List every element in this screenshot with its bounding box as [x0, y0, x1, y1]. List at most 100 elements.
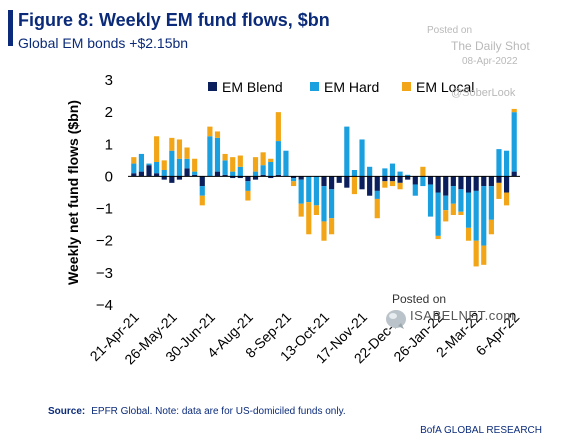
bar-em-hard [245, 181, 251, 191]
bar-em-blend [389, 176, 396, 182]
bar-em-local [298, 203, 304, 217]
bar-em-local [443, 210, 449, 222]
bar-em-hard [214, 137, 221, 172]
bar-em-hard [146, 163, 152, 166]
y-tick-label: −4 [96, 297, 113, 314]
bar-em-local [199, 195, 205, 206]
y-tick-label: 1 [105, 136, 113, 153]
legend-swatch-em-local [402, 82, 411, 91]
bar-em-blend [405, 176, 411, 180]
bar-em-blend [230, 176, 236, 179]
bar-em-hard [290, 178, 297, 182]
bar-em-blend [435, 176, 441, 193]
bar-em-local [420, 166, 426, 177]
bar-em-local [192, 158, 198, 172]
bar-em-hard [389, 163, 396, 177]
bar-em-local [511, 108, 517, 113]
watermark-posted-on: Posted on [427, 25, 473, 36]
bar-em-blend [427, 176, 434, 185]
bar-em-hard [488, 186, 494, 220]
bar-em-hard [351, 170, 358, 177]
bar-em-local [397, 182, 403, 190]
bar-em-local [458, 211, 464, 215]
bar-em-hard [260, 165, 266, 175]
bar-em-hard [199, 186, 205, 196]
bar-em-blend [450, 176, 456, 187]
legend-label-em-hard: EM Hard [324, 79, 379, 95]
bar-em-hard [397, 171, 403, 177]
bar-em-hard [169, 150, 175, 177]
bar-em-local [207, 126, 213, 137]
bar-em-hard [427, 184, 434, 217]
bar-em-local [504, 192, 510, 206]
y-tick-label: 2 [105, 104, 113, 121]
bar-em-blend [222, 174, 228, 177]
isabelnet-posted-on: Posted on [392, 292, 447, 306]
bar-em-blend [184, 168, 190, 177]
bar-em-hard [321, 186, 327, 222]
bar-em-hard [344, 126, 350, 177]
bar-em-blend [321, 176, 327, 187]
bar-em-hard [237, 166, 243, 177]
bar-em-blend [465, 176, 472, 193]
bar-em-local [496, 182, 502, 199]
legend-label-em-local: EM Local [416, 79, 474, 95]
bar-em-blend [290, 176, 297, 179]
bar-em-blend [161, 176, 167, 180]
bar-em-hard [313, 176, 319, 206]
bar-em-hard [443, 195, 449, 211]
bar-em-hard [192, 171, 198, 175]
y-tick-label: 0 [105, 168, 113, 185]
bar-em-local [245, 190, 251, 201]
bar-em-blend [298, 176, 304, 180]
bar-em-local [169, 137, 175, 151]
bar-em-blend [473, 176, 479, 191]
bar-em-blend [481, 176, 487, 187]
bar-em-hard [473, 190, 479, 241]
bar-em-hard [374, 190, 380, 199]
bar-em-blend [199, 176, 205, 187]
title-accent-bar [8, 10, 13, 46]
bar-em-local [184, 147, 190, 159]
legend-swatch-em-blend [208, 82, 217, 91]
bar-em-blend [245, 176, 251, 182]
bar-em-blend [496, 176, 502, 183]
bar-em-blend [237, 176, 243, 179]
bar-em-blend [412, 176, 418, 185]
bar-em-blend [443, 176, 449, 196]
bar-em-blend [359, 176, 365, 190]
bar-em-hard [154, 161, 160, 174]
bar-em-local [237, 155, 243, 167]
source-note: Source: EPFR Global. Note: data are for U… [48, 406, 346, 417]
bar-em-blend [488, 176, 494, 187]
bar-em-local [435, 235, 441, 240]
bar-em-hard [161, 170, 167, 177]
bar-em-blend [146, 165, 152, 177]
bar-em-local [450, 203, 456, 215]
bar-em-blend [382, 176, 388, 182]
chart-title: Figure 8: Weekly EM fund flows, $bn [18, 10, 330, 30]
bar-em-local [481, 245, 487, 265]
bar-em-hard [481, 186, 487, 246]
bar-em-hard [367, 166, 373, 177]
bar-em-hard [412, 184, 418, 196]
bar-em-local [230, 157, 236, 172]
bar-em-local [290, 181, 297, 187]
bar-em-blend [275, 174, 281, 177]
bar-em-hard [359, 139, 365, 177]
bar-em-hard [496, 149, 502, 177]
bar-em-local [374, 198, 380, 219]
bar-em-local [329, 218, 335, 235]
bar-em-blend [169, 176, 175, 183]
bar-em-blend [367, 176, 373, 196]
bar-em-hard [298, 179, 304, 204]
bar-em-blend [260, 174, 266, 177]
bar-em-local [275, 112, 281, 142]
bar-em-hard [176, 158, 183, 177]
bar-em-local [260, 152, 266, 166]
y-tick-label: −2 [96, 233, 113, 250]
bar-em-hard [405, 174, 411, 177]
bar-em-local [382, 181, 388, 188]
watermark-handle: @SoberLook [451, 87, 516, 99]
